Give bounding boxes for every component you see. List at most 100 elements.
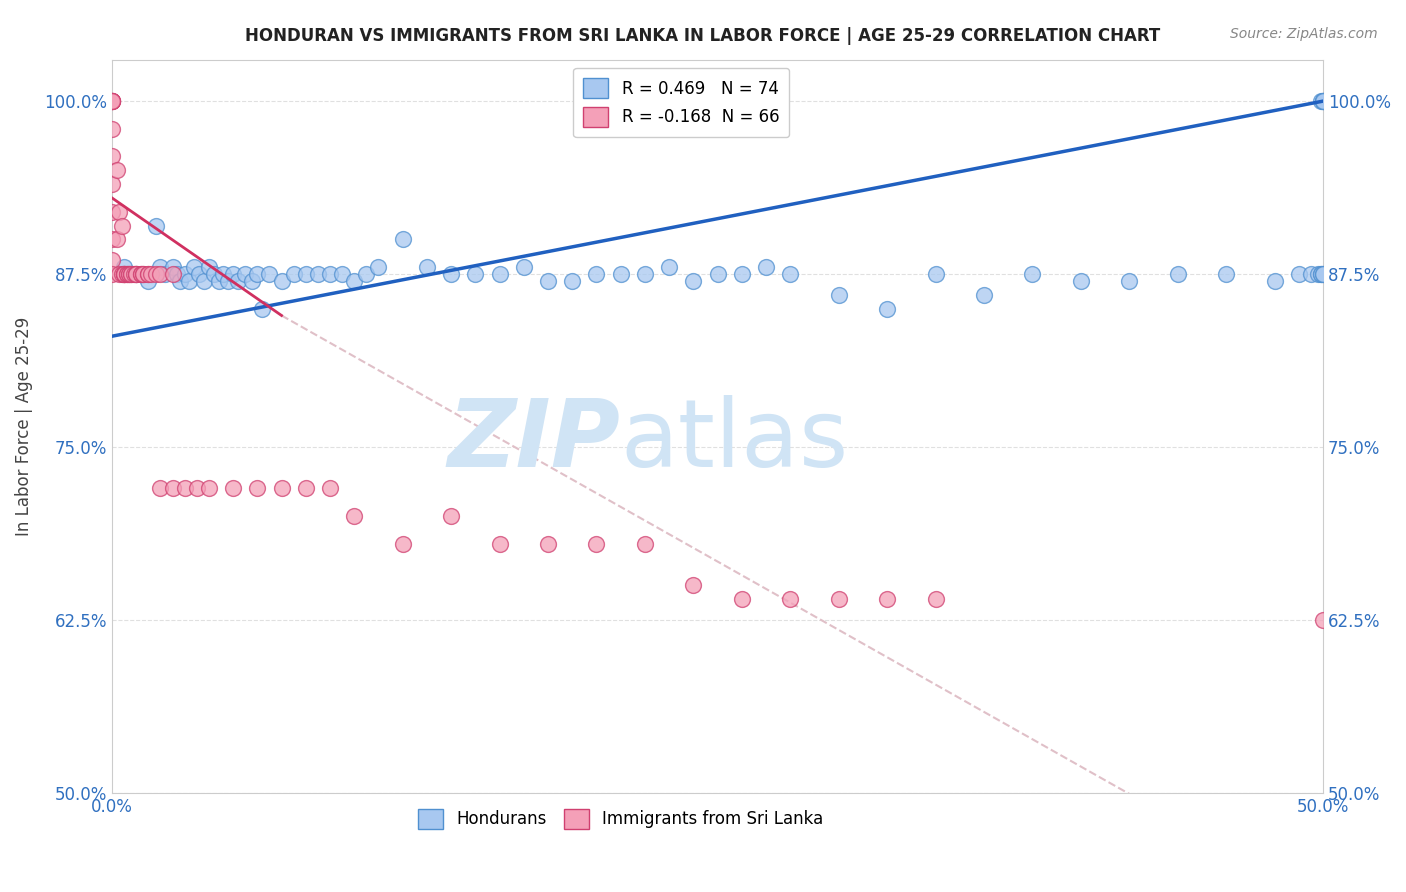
Point	[283, 267, 305, 281]
Point	[207, 274, 229, 288]
Point	[440, 509, 463, 524]
Point	[779, 267, 801, 281]
Point	[1070, 274, 1092, 288]
Point	[1167, 267, 1189, 281]
Point	[356, 267, 378, 281]
Point	[242, 274, 264, 288]
Point	[125, 267, 148, 281]
Point	[101, 267, 124, 281]
Point	[202, 267, 225, 281]
Point	[155, 267, 177, 281]
Point	[682, 274, 704, 288]
Y-axis label: In Labor Force | Age 25-29: In Labor Force | Age 25-29	[15, 317, 32, 536]
Point	[198, 260, 221, 274]
Point	[120, 267, 142, 281]
Point	[173, 267, 195, 281]
Point	[125, 267, 148, 281]
Point	[101, 204, 124, 219]
Point	[488, 267, 510, 281]
Point	[125, 267, 148, 281]
Text: ZIP: ZIP	[447, 395, 620, 487]
Point	[162, 481, 184, 495]
Point	[1264, 274, 1286, 288]
Point	[343, 509, 366, 524]
Point	[464, 267, 486, 281]
Point	[125, 267, 148, 281]
Point	[212, 267, 235, 281]
Point	[246, 267, 269, 281]
Point	[1312, 267, 1334, 281]
Point	[101, 121, 124, 136]
Point	[136, 267, 159, 281]
Point	[105, 232, 128, 246]
Point	[101, 149, 124, 163]
Point	[682, 578, 704, 592]
Point	[198, 481, 221, 495]
Point	[343, 274, 366, 288]
Point	[246, 481, 269, 495]
Point	[294, 267, 316, 281]
Point	[827, 592, 849, 607]
Point	[259, 267, 281, 281]
Point	[112, 267, 135, 281]
Point	[1215, 267, 1237, 281]
Point	[136, 267, 159, 281]
Point	[132, 267, 155, 281]
Point	[1312, 613, 1334, 627]
Point	[440, 267, 463, 281]
Point	[101, 253, 124, 268]
Point	[1309, 267, 1331, 281]
Point	[270, 274, 292, 288]
Point	[367, 260, 389, 274]
Point	[731, 592, 754, 607]
Point	[270, 481, 292, 495]
Point	[585, 537, 607, 551]
Legend: Hondurans, Immigrants from Sri Lanka: Hondurans, Immigrants from Sri Lanka	[412, 802, 830, 836]
Point	[1312, 94, 1334, 108]
Point	[1309, 267, 1331, 281]
Point	[1021, 267, 1043, 281]
Point	[112, 267, 135, 281]
Point	[307, 267, 329, 281]
Point	[222, 481, 245, 495]
Point	[924, 592, 946, 607]
Point	[145, 219, 167, 233]
Point	[149, 260, 172, 274]
Point	[1118, 274, 1140, 288]
Point	[827, 287, 849, 301]
Point	[217, 274, 239, 288]
Point	[188, 267, 211, 281]
Point	[634, 537, 657, 551]
Point	[755, 260, 778, 274]
Text: Source: ZipAtlas.com: Source: ZipAtlas.com	[1230, 27, 1378, 41]
Point	[129, 267, 152, 281]
Point	[122, 267, 145, 281]
Point	[876, 301, 898, 316]
Point	[222, 267, 245, 281]
Point	[1312, 94, 1334, 108]
Point	[101, 94, 124, 108]
Point	[706, 267, 728, 281]
Text: HONDURAN VS IMMIGRANTS FROM SRI LANKA IN LABOR FORCE | AGE 25-29 CORRELATION CHA: HONDURAN VS IMMIGRANTS FROM SRI LANKA IN…	[246, 27, 1160, 45]
Point	[561, 274, 583, 288]
Point	[391, 537, 413, 551]
Point	[149, 481, 172, 495]
Point	[193, 274, 215, 288]
Point	[101, 94, 124, 108]
Point	[120, 267, 142, 281]
Point	[183, 260, 205, 274]
Point	[111, 219, 134, 233]
Point	[391, 232, 413, 246]
Point	[108, 267, 131, 281]
Point	[779, 592, 801, 607]
Point	[513, 260, 536, 274]
Point	[186, 481, 208, 495]
Point	[319, 267, 342, 281]
Point	[609, 267, 631, 281]
Point	[145, 267, 167, 281]
Point	[319, 481, 342, 495]
Point	[294, 481, 316, 495]
Point	[129, 267, 152, 281]
Point	[330, 267, 353, 281]
Point	[115, 267, 138, 281]
